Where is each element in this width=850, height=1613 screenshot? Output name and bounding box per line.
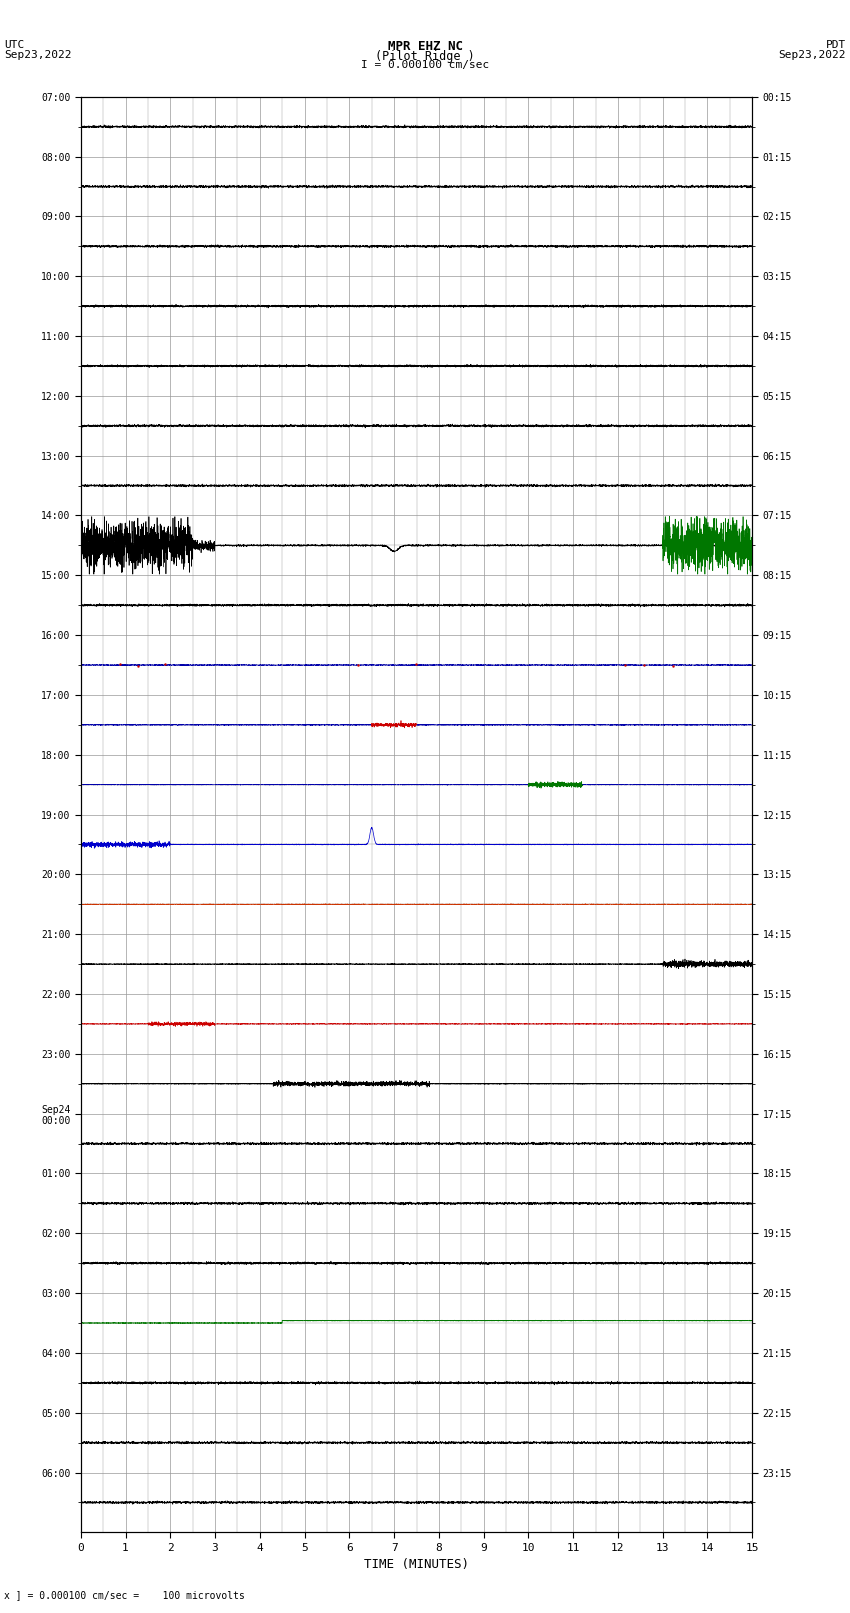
Text: PDT: PDT xyxy=(825,39,846,50)
Text: Sep23,2022: Sep23,2022 xyxy=(4,50,71,60)
X-axis label: TIME (MINUTES): TIME (MINUTES) xyxy=(364,1558,469,1571)
Text: MPR EHZ NC: MPR EHZ NC xyxy=(388,39,462,53)
Text: Sep23,2022: Sep23,2022 xyxy=(779,50,846,60)
Text: x ] = 0.000100 cm/sec =    100 microvolts: x ] = 0.000100 cm/sec = 100 microvolts xyxy=(4,1590,245,1600)
Text: (Pilot Ridge ): (Pilot Ridge ) xyxy=(375,50,475,63)
Text: UTC: UTC xyxy=(4,39,25,50)
Text: I = 0.000100 cm/sec: I = 0.000100 cm/sec xyxy=(361,60,489,69)
